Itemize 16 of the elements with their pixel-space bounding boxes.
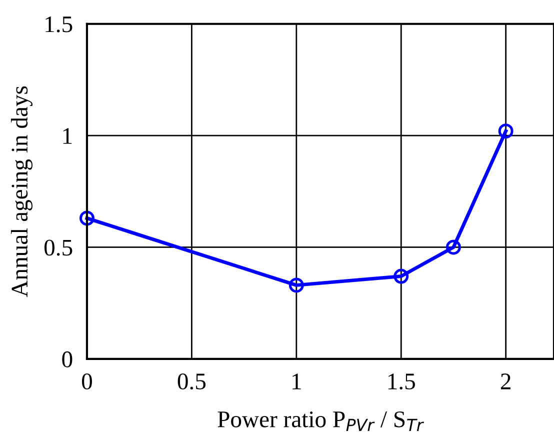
x-tick-label: 0.5 [178, 373, 206, 390]
x-tick-label: 1.5 [388, 374, 415, 390]
point [288, 278, 304, 293]
x-tick-label: 2 [500, 374, 510, 390]
y-axis-title: Annual ageing in days [10, 86, 32, 298]
y-tick-label: 0.5 [44, 240, 72, 256]
y-tick-label: 1 [63, 128, 72, 144]
x-axis-title: Power ratio P$_{PVr}$ / S$_{Tr}$ [218, 411, 424, 431]
point [498, 124, 514, 139]
x-tick-label: 0 [82, 373, 92, 390]
point [394, 268, 409, 284]
x-tick-label: 1 [292, 374, 301, 390]
y-tick-label: 0 [62, 351, 72, 368]
y-tick-label: 1.5 [46, 16, 72, 32]
point [446, 240, 461, 255]
point [79, 210, 94, 226]
